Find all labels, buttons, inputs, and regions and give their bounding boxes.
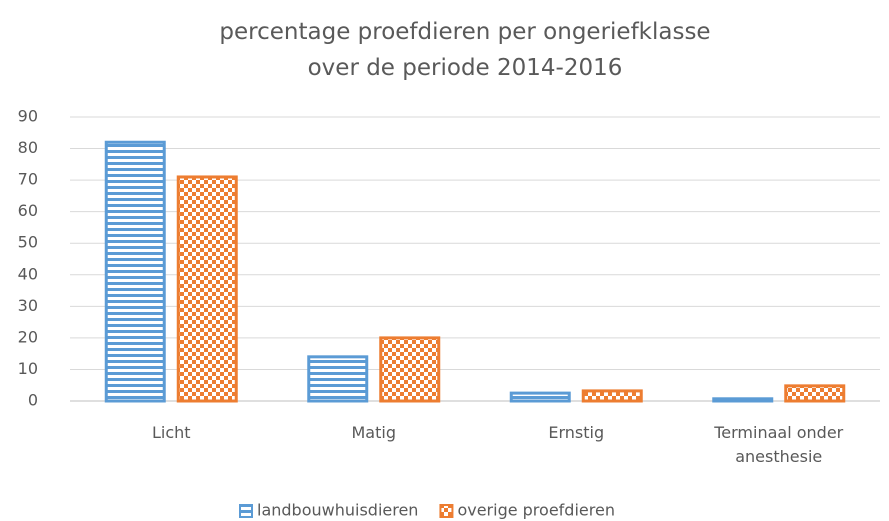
y-tick-label: 30	[18, 296, 38, 315]
bar	[784, 384, 846, 403]
y-tick-label: 0	[28, 391, 38, 410]
x-tick-label: Terminaal onder anesthesie	[714, 423, 844, 466]
chart-title: percentage proefdieren per ongeriefklass…	[219, 19, 711, 81]
x-tick-label: Licht	[151, 423, 191, 442]
y-tick-label: 20	[18, 327, 38, 346]
y-tick-label: 50	[18, 233, 38, 252]
bar	[712, 397, 774, 403]
y-tick-label: 70	[18, 170, 38, 189]
bar	[581, 389, 643, 403]
x-tick-label: Ernstig	[548, 423, 605, 442]
bar	[176, 175, 238, 403]
y-tick-label: 90	[18, 107, 38, 126]
y-tick-label: 10	[18, 359, 38, 378]
bar	[104, 140, 166, 403]
bar	[379, 336, 441, 403]
y-tick-label: 60	[18, 201, 38, 220]
bar	[307, 355, 369, 403]
legend-swatch	[239, 504, 253, 518]
y-tick-label: 40	[18, 264, 38, 283]
legend-swatch	[439, 504, 454, 518]
legend-label: overige proefdieren	[457, 501, 615, 520]
bar	[509, 391, 571, 403]
legend-label: landbouwhuisdieren	[257, 501, 418, 520]
y-tick-label: 80	[18, 138, 38, 157]
x-tick-label: Matig	[351, 423, 396, 442]
